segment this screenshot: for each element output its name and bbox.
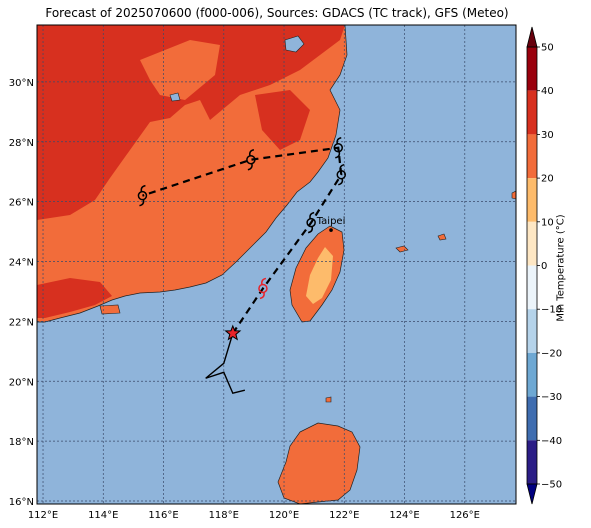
colorbar-tick-label: 40 [541, 86, 554, 97]
small-island [325, 396, 332, 403]
colorbar-bin [527, 352, 537, 397]
colorbar-bin [527, 309, 537, 353]
colorbar-bottom-extension [526, 483, 538, 505]
hot-region-south [37, 278, 112, 318]
lon-tick-label: 116°E [148, 510, 178, 521]
forecast-track-line [142, 146, 343, 334]
colorbar-bin [527, 90, 537, 135]
small-island [437, 233, 447, 241]
colorbar-tick-label: −40 [541, 436, 562, 447]
hot-region-east [255, 90, 310, 150]
hot-region-north [37, 25, 345, 220]
cyclone-symbol-icon [258, 277, 268, 300]
small-island [395, 245, 409, 253]
lat-tick-label: 24°N [9, 258, 34, 269]
cyclone-track [137, 137, 347, 395]
lake [169, 92, 181, 102]
colorbar-tick-label: −50 [541, 480, 562, 491]
lon-tick-label: 118°E [209, 510, 239, 521]
colorbar-tick-label: 50 [541, 43, 554, 54]
lat-tick-label: 28°N [9, 138, 34, 149]
colorbar-tick-label: 20 [541, 174, 554, 185]
lat-tick-label: 26°N [9, 198, 34, 209]
lat-tick-label: 20°N [9, 377, 34, 388]
lon-tick-label: 122°E [329, 510, 359, 521]
cyclone-symbol-icon [137, 184, 148, 207]
cyclone-symbol-icon [306, 211, 316, 234]
lon-tick-label: 126°E [450, 510, 480, 521]
colorbar-bin [527, 440, 537, 484]
lon-tick-label: 112°E [28, 510, 58, 521]
lat-tick-label: 22°N [9, 317, 34, 328]
colorbar-tick-label: −20 [541, 348, 562, 359]
lat-tick-label: 16°N [9, 497, 34, 508]
colorbar-bin [527, 47, 537, 91]
colorbar-bin [527, 134, 537, 179]
lon-tick-label: 120°E [269, 510, 299, 521]
colorbar-bin [527, 396, 537, 441]
small-island [99, 304, 121, 315]
city-label-taipei: Taipei [316, 216, 346, 227]
colorbar-tick-label: 0 [541, 261, 547, 272]
small-island [511, 190, 516, 200]
colorbar-tick-label: 30 [541, 130, 554, 141]
map-title: Forecast of 2025070600 (f000-006), Sourc… [45, 6, 509, 20]
colorbar-bin [527, 265, 537, 310]
cyclone-symbol-icon [333, 137, 344, 159]
cyclone-symbol-icon [336, 163, 347, 186]
map-border [36, 24, 517, 505]
lon-tick-label: 124°E [389, 510, 419, 521]
hot-region-ridge [140, 40, 220, 100]
colorbar-bin [527, 178, 537, 222]
past-track-line [205, 333, 246, 395]
colorbar-top-extension [526, 26, 538, 48]
colorbar-label: Min Temperature (°C) [555, 214, 567, 322]
lake [284, 35, 305, 53]
colorbar-bin [527, 221, 537, 266]
cyclone-symbol-icon [246, 148, 256, 171]
lat-tick-label: 18°N [9, 437, 34, 448]
lon-tick-label: 114°E [88, 510, 118, 521]
southern-island [277, 422, 361, 504]
axis-ticks: 112°E 114°E 116°E 118°E 120°E 122°E 124°E 126°E… [9, 78, 480, 521]
city-marker [329, 228, 333, 232]
lat-tick-label: 30°N [9, 78, 34, 89]
colorbar-tick-label: 10 [541, 217, 554, 228]
current-position-star-icon [224, 324, 242, 341]
colorbar-tick-label: −30 [541, 392, 562, 403]
colorbar-tick-label: −10 [541, 305, 562, 316]
